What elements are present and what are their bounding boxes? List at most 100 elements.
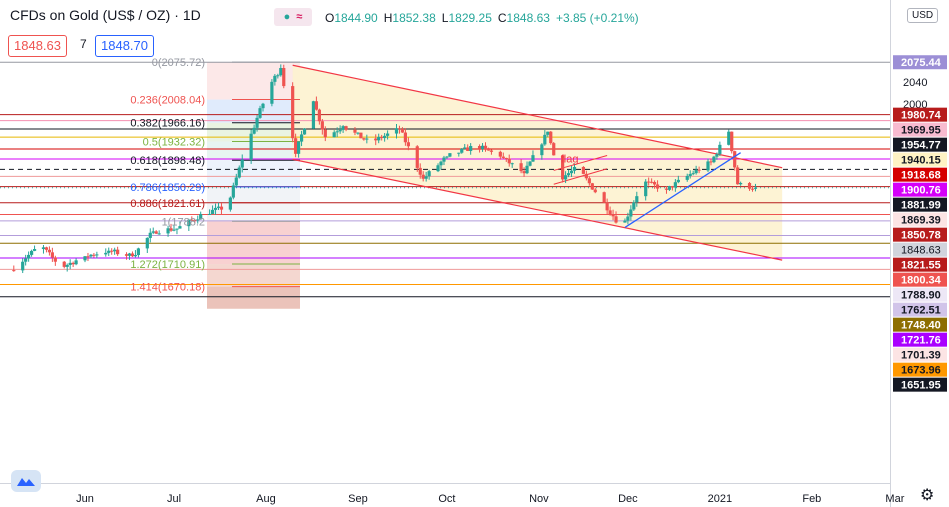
candle-body — [673, 182, 677, 188]
candle-body — [302, 128, 307, 135]
candle — [374, 134, 378, 146]
candle-body — [193, 219, 197, 221]
candle — [24, 254, 28, 266]
candle-body — [421, 174, 425, 179]
candle — [116, 246, 120, 256]
candle — [68, 259, 72, 270]
current-price-axis-label-bg — [893, 242, 947, 257]
cloud-icon[interactable] — [11, 470, 41, 492]
candle-body — [531, 155, 535, 162]
candle — [89, 253, 93, 259]
candle — [27, 251, 31, 262]
currency-button[interactable]: USD — [907, 8, 939, 23]
candle-body — [341, 126, 345, 130]
candle — [593, 187, 597, 194]
low-label: L — [441, 11, 449, 25]
channel-fill — [292, 65, 783, 261]
candle — [190, 216, 194, 222]
candle-body — [335, 131, 339, 133]
fib-level-label-1: 0.236(2008.04) — [130, 95, 205, 107]
gear-icon[interactable]: ⚙ — [920, 487, 935, 504]
candle-body — [41, 247, 46, 250]
candle — [377, 133, 381, 144]
candle — [341, 125, 345, 133]
y-tick-label-0: 2040 — [903, 77, 927, 89]
candle — [255, 115, 259, 132]
candle-body — [400, 128, 405, 133]
price-axis-label-7-text: 1881.99 — [901, 200, 941, 212]
candle-body — [216, 206, 221, 208]
price-axis-label-11-bg — [893, 272, 947, 287]
candle — [44, 246, 49, 253]
candle — [71, 261, 75, 268]
chart-header: CFDs on Gold (US$ / OZ) · 1D ● ≈ O1844.90… — [0, 0, 890, 30]
wave-icon: ≈ — [296, 11, 303, 23]
x-tick-label-4: Oct — [438, 493, 455, 505]
candle-body — [655, 184, 660, 189]
candle-body — [317, 109, 321, 122]
candle-body — [74, 260, 78, 265]
candle-body — [374, 138, 378, 141]
candle — [664, 186, 669, 194]
price-axis-label-9-text: 1850.78 — [901, 230, 941, 242]
candle — [442, 155, 446, 166]
buy-price-button[interactable]: 1848.70 — [95, 35, 154, 57]
candle-body — [623, 220, 627, 223]
price-axis-label-9: 1850.78 — [893, 227, 947, 242]
candle — [424, 171, 428, 182]
candle-body — [130, 253, 135, 257]
candle-body — [279, 68, 283, 76]
candle — [252, 124, 256, 135]
price-axis-label-16-text: 1701.39 — [901, 350, 941, 362]
price-axis-label-2: 1969.95 — [893, 122, 947, 137]
candle — [53, 255, 57, 266]
candle-body — [356, 132, 360, 134]
candle-body — [584, 173, 588, 179]
price-axis-label-0: 2075.44 — [893, 55, 947, 69]
price-axis-label-16-bg — [893, 347, 947, 362]
price-axis-label-6-bg — [893, 182, 947, 197]
price-axis-label-3-bg — [893, 137, 947, 152]
fib-zone-6 — [207, 202, 300, 222]
candle — [569, 165, 574, 177]
candle — [332, 130, 336, 138]
candle-body — [282, 68, 286, 87]
candle — [498, 150, 502, 160]
candle-body — [546, 131, 550, 135]
candle-body — [439, 161, 443, 166]
price-axis-label-5-bg — [893, 167, 947, 182]
candle-body — [323, 129, 327, 138]
candle — [730, 131, 734, 154]
sell-price-button[interactable]: 1848.63 — [8, 35, 67, 57]
indicator-toggle-button[interactable]: ● ≈ — [274, 8, 312, 26]
candle — [403, 128, 407, 146]
plot-area: 0(2075.72) 0.236(2008.04) 0.382(1966.16) 0.… — [0, 57, 890, 309]
candle-body — [27, 254, 31, 259]
candle-body — [107, 250, 111, 253]
candle — [154, 230, 158, 235]
candle — [297, 141, 301, 158]
x-tick-label-1: Jul — [167, 493, 181, 505]
candle-body — [486, 148, 491, 151]
candle — [196, 215, 200, 224]
candle — [739, 181, 743, 186]
candle-body — [483, 145, 488, 149]
candle-body — [730, 131, 734, 152]
candle-body — [460, 148, 464, 153]
candle-body — [353, 129, 357, 133]
candle — [127, 252, 132, 260]
x-tick-label-8: Feb — [802, 493, 821, 505]
candle-body — [386, 133, 390, 136]
price-axis-label-4: 1940.15 — [893, 152, 947, 167]
symbol-title[interactable]: CFDs on Gold (US$ / OZ) · 1D — [10, 7, 201, 23]
candle-body — [154, 231, 158, 234]
x-tick-label-9: Mar — [885, 493, 904, 505]
candle-body — [691, 173, 695, 175]
candle — [602, 191, 606, 204]
candle — [750, 185, 755, 192]
candle — [65, 263, 69, 272]
candle-body — [736, 167, 740, 185]
candle-body — [590, 183, 594, 190]
candle-body — [667, 186, 672, 190]
